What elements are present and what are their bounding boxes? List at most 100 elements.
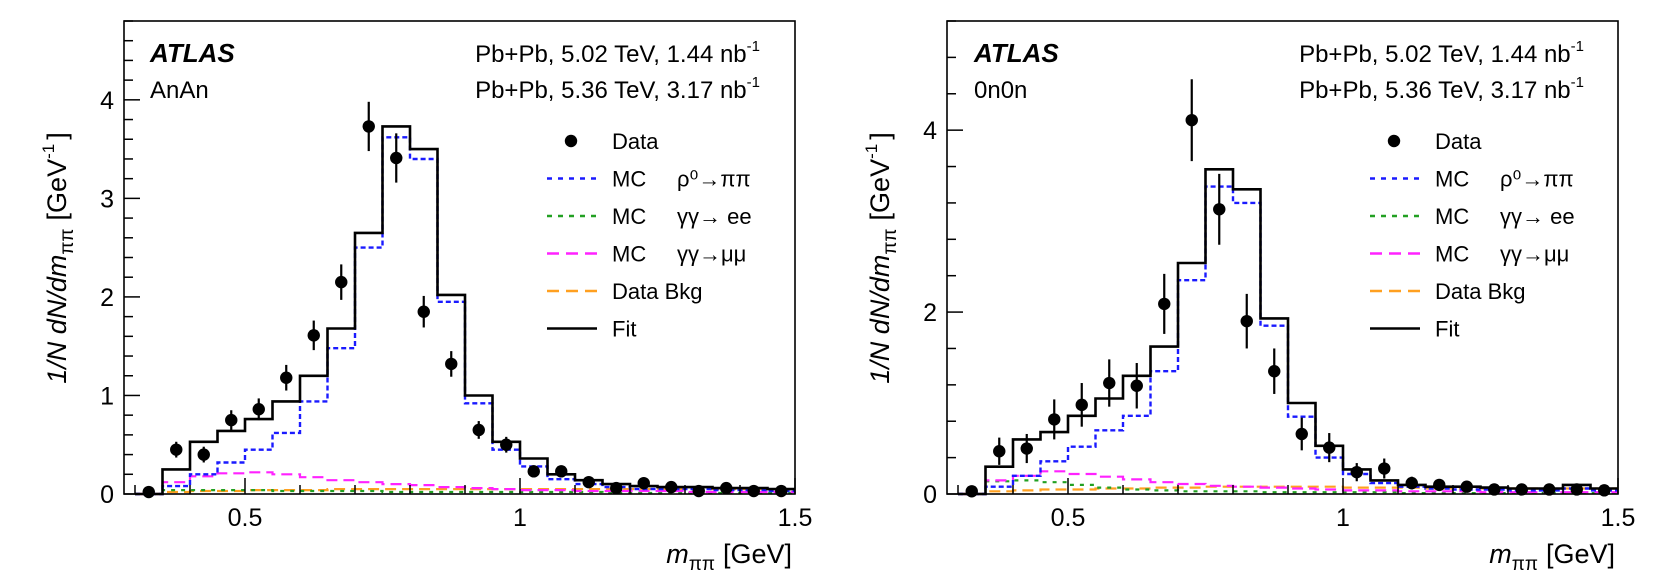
data-point [1048, 413, 1061, 426]
legend-marker-data [1387, 134, 1401, 148]
plot-frame-right [946, 20, 1619, 495]
y-tick-label: 0 [923, 481, 937, 509]
data-point [692, 484, 705, 498]
legend-label: MC [1435, 204, 1469, 229]
series-mc-line [135, 136, 795, 496]
data-point [280, 371, 293, 384]
data-point [1268, 365, 1281, 378]
dataset-label-2: Pb+Pb, 5.36 TeV, 3.17 nb-1 [475, 74, 760, 104]
x-axis-label: mππ [GeV] [666, 539, 792, 573]
legend-label: MC [612, 167, 646, 192]
y-tick-label: 3 [100, 185, 114, 213]
data-point [390, 151, 403, 165]
data-point [1020, 442, 1033, 455]
legend-process-label: γγ→ ee [677, 204, 752, 229]
x-axis-label: mππ [GeV] [1489, 539, 1615, 573]
data-point [1543, 483, 1556, 496]
atlas-label: ATLAS [149, 38, 235, 68]
data-point [775, 484, 788, 498]
data-point [1213, 203, 1226, 216]
data-point [335, 275, 348, 289]
data-point [1460, 480, 1473, 493]
y-tick-label: 1 [100, 382, 114, 410]
data-point [527, 465, 540, 478]
legend-label: Data [612, 129, 659, 154]
legend-process-label: γγ→ ee [1500, 204, 1575, 229]
data-point [1378, 462, 1391, 475]
y-tick-label: 2 [100, 284, 114, 312]
data-point [720, 481, 733, 495]
x-tick-label: 1 [1336, 504, 1350, 532]
legend-label: MC [1435, 242, 1469, 267]
series-fit-line [135, 125, 795, 496]
x-tick-label: 1 [513, 504, 527, 532]
legend-label: MC [612, 242, 646, 267]
legend-label: Data Bkg [1435, 279, 1526, 304]
data-point [637, 476, 650, 490]
data-point [417, 305, 430, 318]
legend-left: Data MC ρ⁰→ππ MC γγ→ ee MC γγ→μμ Data Bkg Fit [547, 129, 752, 342]
selection-label: AnAn [150, 77, 209, 104]
data-point [1570, 483, 1583, 496]
legend-process-label: γγ→μμ [1500, 242, 1569, 267]
data-point [1130, 379, 1143, 392]
y-tick-label: 4 [923, 117, 937, 145]
data-point [1240, 314, 1253, 328]
legend-label: Data Bkg [612, 279, 703, 304]
x-tick-label: 1.5 [778, 504, 813, 532]
data-point [993, 445, 1006, 458]
legend-process-label: ρ⁰→ππ [677, 167, 751, 192]
data-point [1350, 465, 1363, 479]
data-point [555, 465, 568, 478]
data-point [1323, 441, 1336, 454]
svg-text:1/N dN/dmππ[GeV-1]: 1/N dN/dmππ[GeV-1] [39, 132, 78, 383]
y-tick-label: 4 [100, 87, 114, 115]
data-point [965, 485, 978, 498]
y-axis-label: 1/N dN/dmππ[GeV-1] [39, 132, 78, 383]
data-point [1185, 113, 1198, 127]
atlas-label: ATLAS [973, 38, 1059, 68]
data-point [197, 448, 210, 461]
data-point [610, 481, 623, 495]
y-tick-label: 2 [923, 299, 937, 327]
data-point [1075, 398, 1088, 412]
data-point [500, 438, 513, 451]
legend-label: Data [1435, 129, 1482, 154]
dataset-label-1: Pb+Pb, 5.02 TeV, 1.44 nb-1 [475, 38, 760, 68]
legend-marker-data [564, 134, 578, 148]
legend-label: Fit [612, 317, 636, 342]
data-point [142, 485, 155, 499]
data-point [582, 475, 595, 489]
data-point [665, 480, 678, 494]
dataset-label-1: Pb+Pb, 5.02 TeV, 1.44 nb-1 [1299, 38, 1584, 68]
legend-process-label: γγ→μμ [677, 242, 746, 267]
axis-ticks-right: 0.5 1 1.5 0 2 4 [923, 20, 1636, 532]
data-point [1103, 376, 1116, 390]
selection-label: 0n0n [974, 77, 1027, 104]
axis-ticks-left: 0.5 1 1.5 0 1 2 3 4 [100, 20, 813, 532]
series-mc-ee-line [958, 479, 1618, 496]
data-point [1158, 297, 1171, 311]
data-point [1515, 483, 1528, 496]
dataset-label-2: Pb+Pb, 5.36 TeV, 3.17 nb-1 [1299, 74, 1584, 104]
legend-label: Fit [1435, 317, 1459, 342]
legend-right: Data MC ρ⁰→ππ MC γγ→ ee MC γγ→μμ Data Bkg Fit [1370, 129, 1575, 342]
legend-process-label: ρ⁰→ππ [1500, 167, 1574, 192]
x-tick-label: 0.5 [228, 504, 263, 532]
data-point [1295, 427, 1308, 441]
data-point [1405, 476, 1418, 490]
plot-content-left [135, 101, 795, 499]
data-point [252, 403, 265, 416]
data-point [307, 329, 320, 342]
chart-panel-left: 0.5 1 1.5 0 1 2 3 4 ATLAS AnAn Pb+Pb, 5.02 TeV,… [39, 20, 813, 573]
data-point [225, 413, 238, 427]
x-tick-label: 0.5 [1051, 504, 1086, 532]
x-tick-label: 1.5 [1601, 504, 1636, 532]
data-point [472, 423, 485, 437]
svg-text:1/N dN/dmππ[GeV-1]: 1/N dN/dmππ[GeV-1] [862, 132, 901, 383]
data-point [1433, 478, 1446, 492]
data-point [747, 484, 760, 498]
data-point [1488, 483, 1501, 496]
data-point [445, 357, 458, 371]
